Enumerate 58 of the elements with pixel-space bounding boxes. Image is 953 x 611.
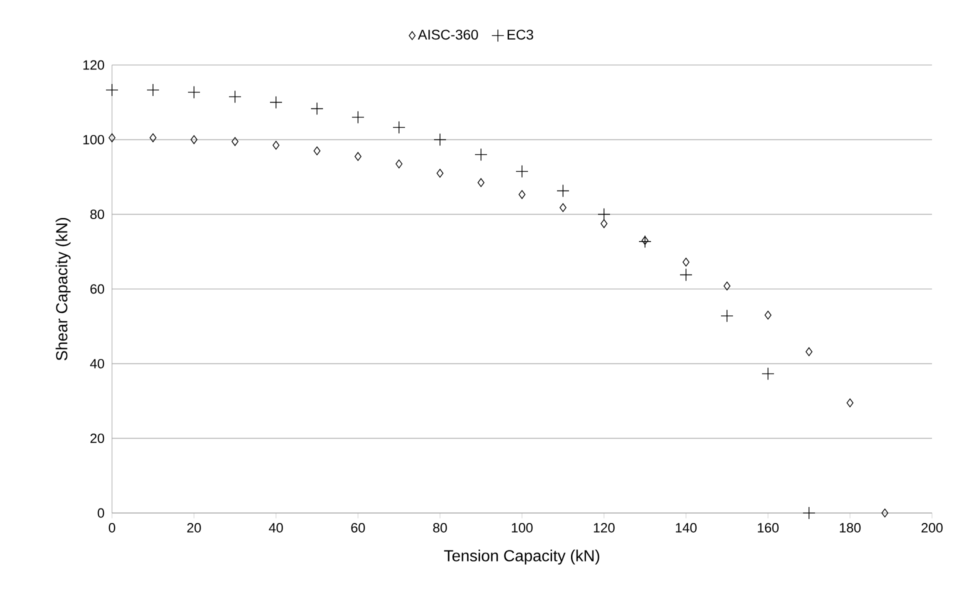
x-tick-label: 180 [840,523,861,532]
point [724,282,730,290]
point [762,367,774,380]
point [802,506,816,520]
x-tick-label: 120 [594,523,615,532]
point [764,310,772,320]
point [436,168,444,178]
point [108,133,116,142]
y-axis-title: Shear Capacity (kN) [56,218,71,360]
point [881,508,888,518]
y-tick-label: 60 [90,284,104,294]
point [188,86,200,99]
y-tick-label: 100 [83,134,104,144]
point [642,236,648,245]
point [270,96,282,109]
legend-label: AISC-360 [418,30,478,40]
point [682,258,690,267]
x-tick-label: 0 [108,523,116,532]
point [638,235,652,248]
x-tick-label: 160 [758,523,779,532]
x-tick-label: 140 [676,523,697,532]
x-tick-label: 60 [351,523,365,532]
point [518,190,526,199]
point [228,90,242,104]
x-tick-label: 100 [512,523,533,532]
point [396,160,402,168]
point [106,84,118,96]
point [806,347,812,356]
point [272,140,280,150]
y-tick-label: 20 [90,434,104,444]
point [190,135,198,144]
y-tick-label: 40 [90,358,104,368]
point [478,178,484,187]
point [310,102,324,116]
point [150,133,156,142]
point [560,203,566,212]
x-tick-label: 200 [922,523,943,532]
point [392,120,406,134]
x-tick-label: 80 [433,523,447,532]
point [474,148,488,161]
y-tick-label: 0 [98,508,104,518]
legend-label: EC3 [508,30,534,40]
x-tick-label: 40 [268,523,283,532]
point [354,152,362,161]
point [556,184,570,198]
x-axis-title: Tension Capacity (kN) [444,550,600,565]
y-tick-label: 120 [83,60,104,70]
point [352,110,364,124]
point [680,268,692,282]
point [232,137,238,146]
point [846,398,854,408]
point [146,84,160,96]
y-tick-label: 80 [90,210,104,220]
x-tick-label: 20 [187,523,201,532]
point [434,133,446,146]
point [720,309,734,322]
point [516,165,528,178]
point [314,146,320,156]
